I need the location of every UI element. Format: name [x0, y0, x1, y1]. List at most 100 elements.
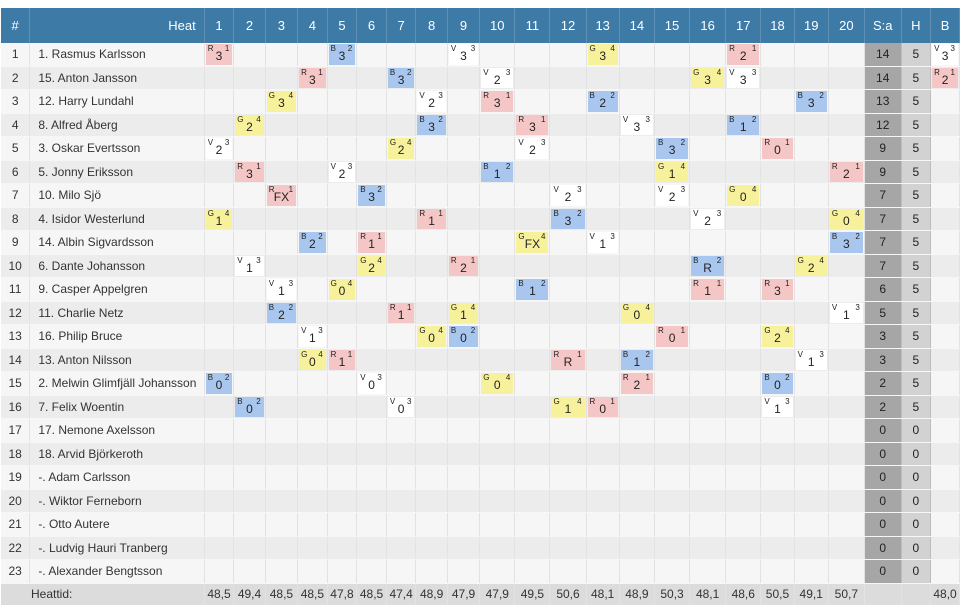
driver-name: 14. Albin Sigvardsson: [29, 230, 205, 255]
table-row[interactable]: 8 4. Isidor Westerlund G 1 4 R 1 1 B 3 2 V 2 3 G 0 4 7 5: [1, 207, 960, 231]
start-position: 1: [470, 255, 476, 265]
table-row[interactable]: 21 -. Otto Autere 0 0: [1, 512, 960, 537]
driver-name: 10. Milo Sjö: [29, 183, 205, 208]
heat-column-header[interactable]: 4: [297, 8, 328, 43]
heat-cell: [654, 254, 691, 278]
start-position: 1: [645, 373, 650, 382]
heat-time: 48,5: [356, 582, 387, 605]
start-position: 4: [406, 138, 412, 147]
h-header[interactable]: H: [901, 8, 932, 43]
heat-column-header[interactable]: 2: [233, 8, 266, 43]
heat-column-header[interactable]: 15: [654, 8, 691, 43]
table-row[interactable]: 18 18. Arvid Björkeroth 0 0: [1, 442, 960, 466]
heat-column-header[interactable]: 17: [725, 8, 762, 43]
heat-cell: [415, 43, 448, 67]
table-row[interactable]: 7 10. Milo Sjö R FX 1 B 3 2 V 2 3 V 2 3 G 0 4 7 5: [1, 183, 960, 208]
table-row[interactable]: 22 -. Ludvig Hauri Tranberg 0 0: [1, 536, 960, 560]
heat-cell: [654, 442, 691, 466]
row-number: 7: [1, 183, 31, 208]
heat-cell: [760, 512, 795, 537]
heat-column-header[interactable]: 7: [386, 8, 417, 43]
table-row[interactable]: 9 14. Albin Sigvardsson B 2 2 R 1 1 G FX 4 V 1 3 B 3 2 7 5: [1, 230, 960, 255]
index-header[interactable]: #: [1, 8, 31, 43]
table-row[interactable]: 15 2. Melwin Glimfjäll Johansson B 0 2 V 0 3 G 0 4…: [1, 371, 960, 396]
heat-column-header[interactable]: 11: [514, 8, 551, 43]
heat-cell: [828, 277, 865, 302]
start-position: 4: [716, 67, 722, 77]
heat-cell: [386, 324, 417, 349]
heat-header[interactable]: Heat: [29, 8, 205, 43]
heat-points: 1: [774, 401, 781, 416]
heat-column-header[interactable]: 14: [619, 8, 655, 43]
start-position: 2: [819, 91, 824, 100]
heat-cell: [760, 536, 795, 560]
driver-name: 12. Harry Lundahl: [29, 89, 205, 114]
table-row[interactable]: 12 11. Charlie Netz B 2 2 R 1 1 G 1 4 G 0 4 V 1 3 5 5: [1, 301, 960, 325]
b-cell: [930, 89, 960, 114]
table-row[interactable]: 19 -. Adam Carlsson 0 0: [1, 465, 960, 490]
heat-cell: [725, 301, 762, 325]
table-row[interactable]: 13 16. Philip Bruce V 1 3 G 0 4 B 0 2 R 0 1 G 2 4 3 5: [1, 324, 960, 349]
gate-letter: G: [450, 302, 458, 312]
heat-column-header[interactable]: 16: [689, 8, 727, 43]
start-position: 1: [377, 232, 382, 241]
heat-cell: [297, 136, 328, 161]
table-row[interactable]: 16 7. Felix Woentin B 0 2 V 0 3 G 1 4 R 0 1 V 1 3 2 5: [1, 395, 960, 419]
row-number: 18: [1, 442, 31, 466]
start-position: 2: [318, 232, 323, 241]
table-row[interactable]: 4 8. Alfred Åberg G 2 4 B 3 2 R 3 1 V 3 3 B 1 2 12 5: [1, 113, 960, 137]
heat-column-header[interactable]: 12: [549, 8, 587, 43]
heat-column-header[interactable]: 9: [447, 8, 481, 43]
heat-column-header[interactable]: 6: [356, 8, 387, 43]
table-row[interactable]: 5 3. Oskar Evertsson V 2 3 G 2 4 V 2 3 B 3 2 R 0 1 9 5: [1, 136, 960, 161]
table-row[interactable]: 3 12. Harry Lundahl G 3 4 V 2 3 R 3 1 B 2 2 B 3 2 13 5: [1, 89, 960, 114]
b-header[interactable]: B: [930, 8, 960, 43]
heat-column-header[interactable]: 18: [760, 8, 795, 43]
heats-count: 5: [901, 183, 932, 208]
start-position: 2: [256, 396, 261, 406]
heat-column-header[interactable]: 20: [828, 8, 865, 43]
table-row[interactable]: 11 9. Casper Appelgren V 1 3 G 0 4 B 1 2 R 1 1 R 3 1 6 5: [1, 277, 960, 302]
heat-cell: [447, 371, 481, 396]
heat-cell: [356, 559, 387, 584]
heat-cell: [689, 465, 727, 490]
table-row[interactable]: 14 13. Anton Nilsson G 0 4 R 1 1 R R 1 B 1 2 V 1 3 3 5: [1, 348, 960, 372]
heat-column-header[interactable]: 19: [794, 8, 829, 43]
heat-column-header[interactable]: 10: [479, 8, 516, 43]
heat-time-label: Heattid:: [1, 582, 205, 605]
table-row[interactable]: 10 6. Dante Johansson V 1 3 G 2 4 R 2 1 B R 2 G 2 4 7 5: [1, 254, 960, 278]
table-row[interactable]: 6 5. Jonny Eriksson R 3 1 V 2 3 B 1 2 G 1 4 R 2 1 9 5: [1, 160, 960, 184]
start-position: 2: [680, 138, 686, 147]
table-row[interactable]: 20 -. Wiktor Ferneborn 0 0: [1, 489, 960, 513]
table-row[interactable]: 17 17. Nemone Axelsson 0 0: [1, 418, 960, 443]
table-row[interactable]: 2 15. Anton Jansson R 3 1 B 3 2 V 2 3 G 3 4 V 3 3 14 5 R 2 1: [1, 66, 960, 90]
table-row[interactable]: 23 -. Alexander Bengtsson 0 0: [1, 559, 960, 584]
table-row[interactable]: 1 1. Rasmus Karlsson R 3 1 B 3 2 V 3 3 G 3 4 R 2 1 14 5 V 3 3: [1, 43, 960, 67]
heat-cell: [204, 536, 235, 560]
sa-header[interactable]: S:a: [864, 8, 902, 43]
heat-time: 48,1: [689, 582, 727, 605]
row-number: 12: [1, 301, 31, 325]
heat-column-header[interactable]: 3: [265, 8, 299, 43]
heats-count: 5: [901, 254, 932, 278]
heat-cell: [514, 183, 551, 208]
heat-cell: [415, 301, 448, 325]
start-position: 4: [577, 396, 582, 406]
heat-cell: [233, 136, 266, 161]
heat-column-header[interactable]: 13: [586, 8, 620, 43]
driver-name: -. Adam Carlsson: [29, 465, 205, 490]
heat-column-header[interactable]: 8: [415, 8, 448, 43]
heat-cell: [204, 254, 235, 278]
heat-column-header[interactable]: 1: [204, 8, 235, 43]
heat-cell: [794, 536, 829, 560]
heat-cell: [479, 183, 516, 208]
heat-column-header[interactable]: 5: [327, 8, 358, 43]
